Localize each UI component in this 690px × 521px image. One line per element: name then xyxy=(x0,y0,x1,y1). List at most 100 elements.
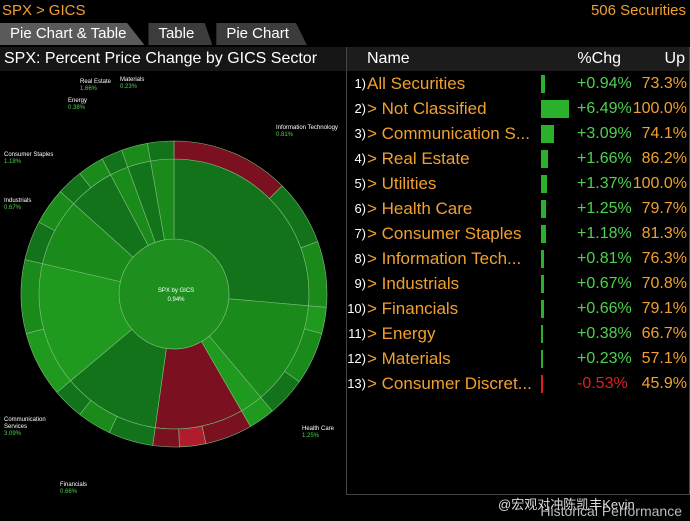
label-materials: Materials 0.23% xyxy=(120,77,144,91)
row-label[interactable]: > Utilities xyxy=(367,173,437,193)
row-pct-chg: +0.94% xyxy=(577,74,632,92)
row-label[interactable]: > Information Tech... xyxy=(367,248,522,268)
row-up: 100.0% xyxy=(632,174,687,192)
table-row[interactable]: 1) All Securities +0.94% 73.3% xyxy=(347,71,689,96)
row-up: 79.7% xyxy=(641,199,687,217)
row-label[interactable]: > Communication S... xyxy=(367,123,530,143)
row-bar xyxy=(541,174,547,193)
breadcrumb-spx[interactable]: SPX xyxy=(2,2,33,19)
row-bar xyxy=(541,324,543,343)
header-pct-chg[interactable]: %Chg xyxy=(577,50,621,67)
label-real-estate-value: 1.66% xyxy=(80,86,98,92)
label-communication-name-line2: Services xyxy=(4,424,28,430)
row-label[interactable]: > Consumer Staples xyxy=(367,223,522,243)
row-bar-cell xyxy=(537,223,577,245)
table-row[interactable]: 7) > Consumer Staples +1.18% 81.3% xyxy=(347,221,689,246)
header-up[interactable]: Up xyxy=(664,50,685,67)
row-up: 81.3% xyxy=(641,224,687,242)
row-bar-cell xyxy=(537,98,577,120)
row-pct-chg: +0.66% xyxy=(577,299,632,317)
row-pct-chg: -0.53% xyxy=(577,374,628,392)
tab-pie-chart-table[interactable]: Pie Chart & Table xyxy=(0,23,145,45)
row-bar xyxy=(541,199,546,218)
header-name[interactable]: Name xyxy=(367,50,410,67)
table-row[interactable]: 3) > Communication S... +3.09% 74.1% xyxy=(347,121,689,146)
label-health-care-name: Health Care xyxy=(302,426,335,432)
row-up: 76.3% xyxy=(641,249,687,267)
label-consumer-staples-value: 1.18% xyxy=(4,159,22,165)
row-bar xyxy=(541,374,543,393)
table-header: Name %Chg Up xyxy=(347,47,689,71)
sub-chemicals-outer[interactable] xyxy=(147,140,175,162)
row-number: 9) xyxy=(354,276,366,291)
chart-title: SPX: Percent Price Change by GICS Sector xyxy=(0,47,346,71)
row-bar-cell xyxy=(537,373,577,395)
row-bar xyxy=(541,74,545,93)
table-row[interactable]: 5) > Utilities +1.37% 100.0% xyxy=(347,171,689,196)
breadcrumb-gics[interactable]: GICS xyxy=(48,2,86,19)
historical-performance-link[interactable]: Historical Performance xyxy=(540,503,682,519)
row-number: 12) xyxy=(347,351,366,366)
row-up: 100.0% xyxy=(632,99,687,117)
sub-consumer-svcs-outer[interactable] xyxy=(152,427,180,448)
label-info-tech-name: Information Technology xyxy=(276,125,338,131)
row-number: 3) xyxy=(354,126,366,141)
table-row[interactable]: 8) > Information Tech... +0.81% 76.3% xyxy=(347,246,689,271)
row-pct-chg: +1.37% xyxy=(577,174,632,192)
row-label[interactable]: All Securities xyxy=(367,73,466,93)
label-health-care: Health Care 1.25% xyxy=(302,426,334,440)
table-body: 1) All Securities +0.94% 73.3% 2) > Not Class… xyxy=(347,71,689,396)
sunburst-chart: SPX by GICS 0.94% xyxy=(20,140,328,448)
row-label[interactable]: > Industrials xyxy=(367,273,460,293)
top-bar: SPX > GICS 506 Securities xyxy=(0,0,690,22)
table-row[interactable]: 9) > Industrials +0.67% 70.8% xyxy=(347,271,689,296)
label-real-estate: Real Estate 1.66% xyxy=(80,79,111,93)
row-up: 45.9% xyxy=(641,374,687,392)
breadcrumb: SPX > GICS xyxy=(2,2,85,19)
row-up: 73.3% xyxy=(641,74,687,92)
row-bar-cell xyxy=(537,73,577,95)
table-row[interactable]: 12) > Materials +0.23% 57.1% xyxy=(347,346,689,371)
row-label[interactable]: > Consumer Discret... xyxy=(367,373,532,393)
row-label[interactable]: > Financials xyxy=(367,298,459,318)
row-number: 7) xyxy=(354,226,366,241)
row-bar xyxy=(541,249,544,268)
row-bar-cell xyxy=(537,173,577,195)
sunburst-chart-area: SPX by GICS 0.94% Real Estate 1.66% Mate… xyxy=(0,72,346,502)
sector-table: Name %Chg Up 1) All Securities +0.94% 73.3%… xyxy=(346,47,690,495)
label-industrials-name: Industrials xyxy=(4,198,32,204)
table-row[interactable]: 11) > Energy +0.38% 66.7% xyxy=(347,321,689,346)
row-label[interactable]: > Materials xyxy=(367,348,451,368)
label-consumer-staples-name: Consumer Staples xyxy=(4,152,54,158)
sub-autos-outer[interactable] xyxy=(178,425,207,448)
table-row[interactable]: 13) > Consumer Discret... -0.53% 45.9% xyxy=(347,371,689,396)
row-bar xyxy=(541,99,569,118)
tab-pie-chart[interactable]: Pie Chart xyxy=(216,23,307,45)
table-row[interactable]: 4) > Real Estate +1.66% 86.2% xyxy=(347,146,689,171)
row-pct-chg: +0.38% xyxy=(577,324,632,342)
tab-table[interactable]: Table xyxy=(148,23,213,45)
row-bar-cell xyxy=(537,198,577,220)
row-bar-cell xyxy=(537,123,577,145)
row-bar-cell xyxy=(537,148,577,170)
row-number: 1) xyxy=(354,76,366,91)
table-row[interactable]: 10) > Financials +0.66% 79.1% xyxy=(347,296,689,321)
row-number: 13) xyxy=(347,376,366,391)
label-financials: Financials 0.66% xyxy=(60,482,87,496)
label-consumer-staples: Consumer Staples 1.18% xyxy=(4,152,53,166)
label-energy-value: 0.38% xyxy=(68,105,86,111)
label-industrials-value: 0.67% xyxy=(4,205,22,211)
row-label[interactable]: > Real Estate xyxy=(367,148,470,168)
row-label[interactable]: > Energy xyxy=(367,323,436,343)
row-label[interactable]: > Not Classified xyxy=(367,98,487,118)
row-pct-chg: +1.18% xyxy=(577,224,632,242)
table-row[interactable]: 6) > Health Care +1.25% 79.7% xyxy=(347,196,689,221)
row-pct-chg: +0.67% xyxy=(577,274,632,292)
label-materials-name: Materials xyxy=(120,77,145,83)
row-up: 74.1% xyxy=(641,124,687,142)
row-bar-cell xyxy=(537,248,577,270)
table-row[interactable]: 2) > Not Classified +6.49% 100.0% xyxy=(347,96,689,121)
label-energy: Energy 0.38% xyxy=(68,98,87,112)
sunburst-center[interactable] xyxy=(118,238,230,350)
row-label[interactable]: > Health Care xyxy=(367,198,473,218)
